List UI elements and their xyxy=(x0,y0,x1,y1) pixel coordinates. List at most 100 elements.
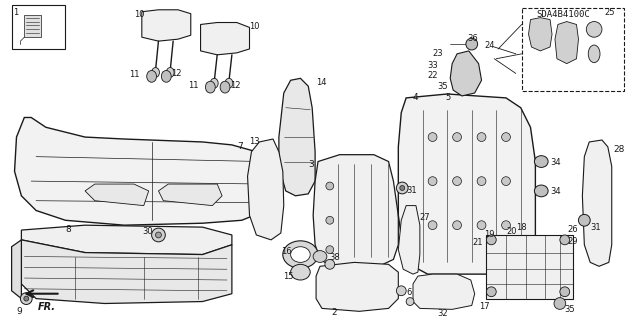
Text: 28: 28 xyxy=(614,145,625,154)
Ellipse shape xyxy=(156,232,161,238)
Text: 36: 36 xyxy=(467,34,477,43)
Ellipse shape xyxy=(326,246,333,254)
Polygon shape xyxy=(582,140,612,266)
Text: 16: 16 xyxy=(281,247,291,256)
Ellipse shape xyxy=(452,221,461,230)
Polygon shape xyxy=(159,184,222,206)
Ellipse shape xyxy=(486,287,496,297)
Ellipse shape xyxy=(579,214,590,226)
Polygon shape xyxy=(313,155,398,266)
Ellipse shape xyxy=(452,133,461,141)
Text: 11: 11 xyxy=(129,70,140,79)
Text: 35: 35 xyxy=(438,82,448,91)
Text: 4: 4 xyxy=(413,93,419,102)
Text: 12: 12 xyxy=(171,69,182,78)
Ellipse shape xyxy=(560,287,570,297)
Bar xyxy=(486,235,573,299)
Polygon shape xyxy=(200,23,250,55)
Ellipse shape xyxy=(205,81,215,93)
Ellipse shape xyxy=(211,78,218,88)
Text: 25: 25 xyxy=(604,8,614,17)
Ellipse shape xyxy=(428,177,437,186)
Polygon shape xyxy=(316,263,398,311)
Polygon shape xyxy=(450,51,481,96)
Ellipse shape xyxy=(486,235,496,245)
Ellipse shape xyxy=(326,216,333,224)
Ellipse shape xyxy=(152,228,165,242)
Ellipse shape xyxy=(477,133,486,141)
Polygon shape xyxy=(398,94,536,274)
Text: 27: 27 xyxy=(420,213,431,222)
Ellipse shape xyxy=(502,133,511,141)
Text: SDA4B4100C: SDA4B4100C xyxy=(536,10,590,19)
Ellipse shape xyxy=(400,186,404,190)
Polygon shape xyxy=(529,18,552,51)
Ellipse shape xyxy=(588,45,600,63)
Ellipse shape xyxy=(534,185,548,197)
Text: 7: 7 xyxy=(237,142,243,151)
Ellipse shape xyxy=(220,81,230,93)
Ellipse shape xyxy=(24,296,29,301)
Text: 10: 10 xyxy=(134,10,145,19)
Text: 30: 30 xyxy=(142,227,152,236)
Ellipse shape xyxy=(396,182,408,194)
Polygon shape xyxy=(279,78,315,196)
Ellipse shape xyxy=(477,221,486,230)
Polygon shape xyxy=(555,22,579,63)
Polygon shape xyxy=(21,240,232,303)
Polygon shape xyxy=(15,117,279,225)
Ellipse shape xyxy=(313,251,327,263)
Ellipse shape xyxy=(291,247,310,263)
Polygon shape xyxy=(85,184,148,206)
Ellipse shape xyxy=(406,298,414,306)
Text: 9: 9 xyxy=(17,308,22,316)
Text: 20: 20 xyxy=(506,227,516,236)
Ellipse shape xyxy=(166,68,174,77)
Text: FR.: FR. xyxy=(38,301,56,312)
Text: 24: 24 xyxy=(484,41,495,50)
Ellipse shape xyxy=(147,70,157,82)
Text: 8: 8 xyxy=(65,225,71,234)
Ellipse shape xyxy=(396,286,406,296)
Text: 32: 32 xyxy=(438,309,448,318)
Text: 3: 3 xyxy=(308,160,314,168)
Ellipse shape xyxy=(326,182,333,190)
Ellipse shape xyxy=(477,177,486,186)
Text: 19: 19 xyxy=(484,230,495,239)
Text: 15: 15 xyxy=(283,272,293,281)
Polygon shape xyxy=(21,225,232,255)
Text: 35: 35 xyxy=(564,306,575,315)
Text: 38: 38 xyxy=(330,253,340,262)
Polygon shape xyxy=(12,240,21,299)
Ellipse shape xyxy=(554,298,566,309)
Text: 23: 23 xyxy=(433,49,444,58)
Ellipse shape xyxy=(452,177,461,186)
Text: 18: 18 xyxy=(516,223,527,232)
Ellipse shape xyxy=(534,156,548,167)
Text: 17: 17 xyxy=(479,301,490,310)
Ellipse shape xyxy=(152,68,159,77)
Text: 34: 34 xyxy=(550,187,561,196)
Polygon shape xyxy=(24,15,41,37)
Polygon shape xyxy=(413,274,475,309)
Text: 33: 33 xyxy=(428,61,438,70)
Text: 1: 1 xyxy=(13,8,19,17)
Ellipse shape xyxy=(291,264,310,280)
Text: 6: 6 xyxy=(406,288,412,297)
Text: 5: 5 xyxy=(445,93,451,102)
Ellipse shape xyxy=(20,293,32,304)
Bar xyxy=(12,5,65,49)
Text: 14: 14 xyxy=(316,78,326,87)
Ellipse shape xyxy=(502,221,511,230)
Text: 22: 22 xyxy=(428,71,438,80)
Text: 13: 13 xyxy=(250,137,260,146)
Ellipse shape xyxy=(502,177,511,186)
Ellipse shape xyxy=(428,221,437,230)
Ellipse shape xyxy=(225,78,233,88)
Text: 31: 31 xyxy=(406,186,417,195)
Text: 12: 12 xyxy=(230,81,241,90)
Bar xyxy=(522,8,625,91)
Ellipse shape xyxy=(325,259,335,269)
Polygon shape xyxy=(248,139,284,240)
Text: 31: 31 xyxy=(590,223,601,232)
